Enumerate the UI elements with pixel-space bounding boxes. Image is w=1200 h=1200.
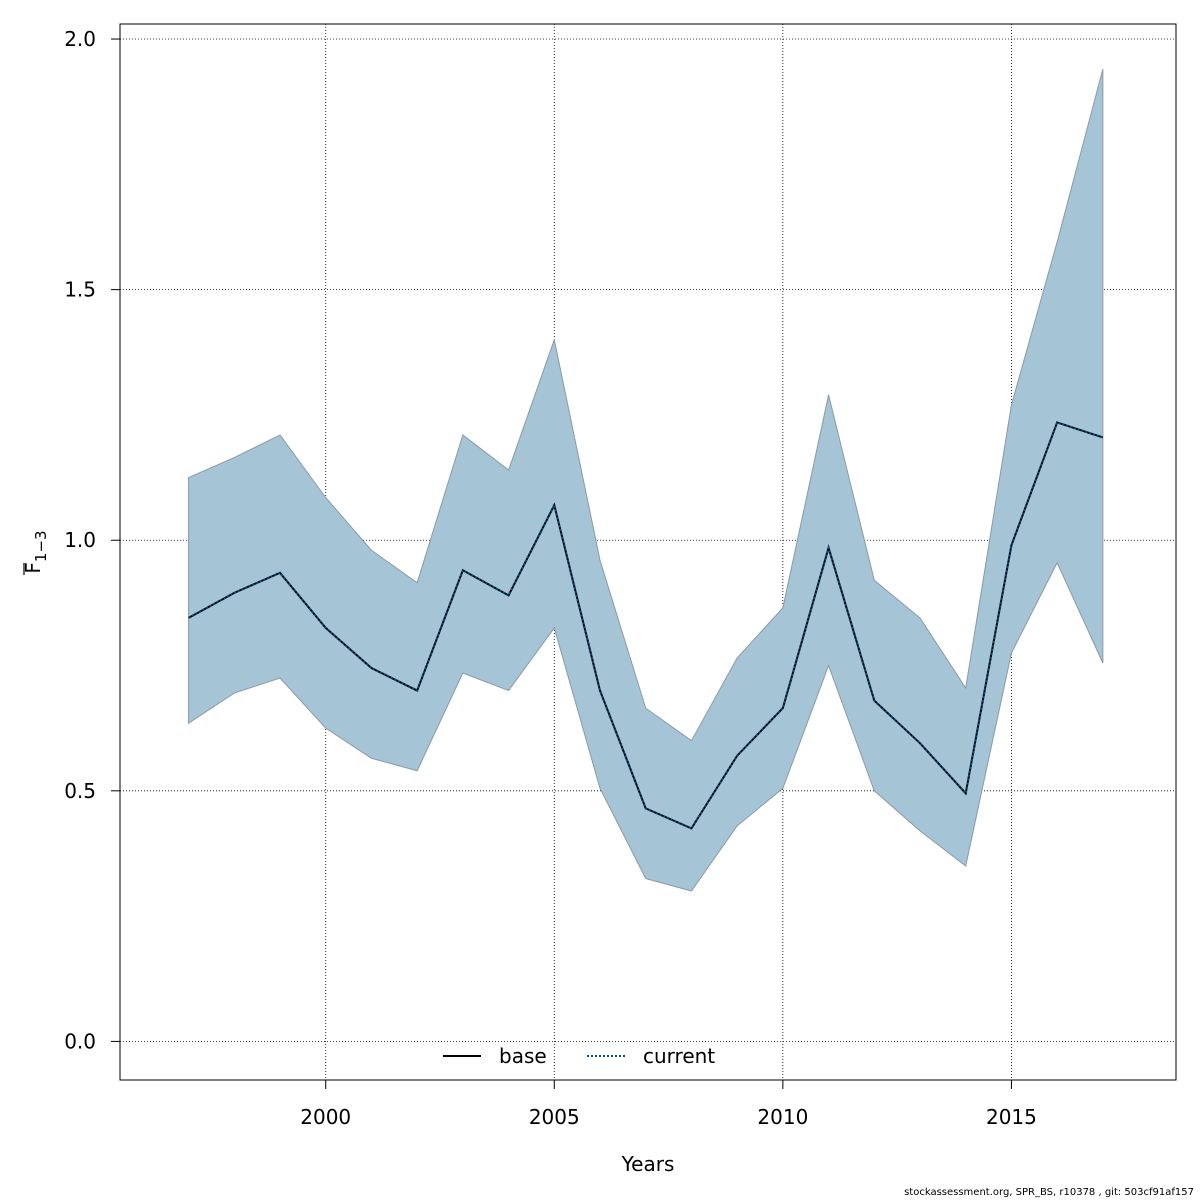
y-tick-label: 1.0 [64,528,96,552]
legend-label-current: current [643,1044,715,1068]
x-tick-label: 2005 [529,1105,580,1129]
y-tick-label: 0.0 [64,1029,96,1053]
x-axis: 2000 2005 2010 2015 [300,1080,1037,1129]
legend: base current [443,1044,715,1068]
y-tick-label: 2.0 [64,27,96,51]
footer-credit: stockassessment.org, SPR_BS, r10378 , gi… [904,1187,1194,1198]
x-tick-label: 2000 [300,1105,351,1129]
y-axis-title-main: F [21,562,45,574]
y-axis-title: F1−3 [21,530,50,575]
confidence-band [188,68,1104,892]
confidence-band-area [188,68,1104,892]
x-axis-title: Years [621,1152,675,1176]
x-tick-label: 2010 [757,1105,808,1129]
legend-label-base: base [499,1044,547,1068]
series-line-current [188,421,1104,830]
svg-text:F1−3: F1−3 [21,530,50,573]
y-axis-title-sub: 1−3 [32,530,50,562]
y-axis: 0.0 0.5 1.0 1.5 2.0 [64,27,120,1053]
plot-frame [119,23,1177,1081]
y-tick-label: 0.5 [64,779,96,803]
y-tick-label: 1.5 [64,278,96,302]
series-lines [188,421,1104,830]
x-tick-label: 2015 [986,1105,1037,1129]
